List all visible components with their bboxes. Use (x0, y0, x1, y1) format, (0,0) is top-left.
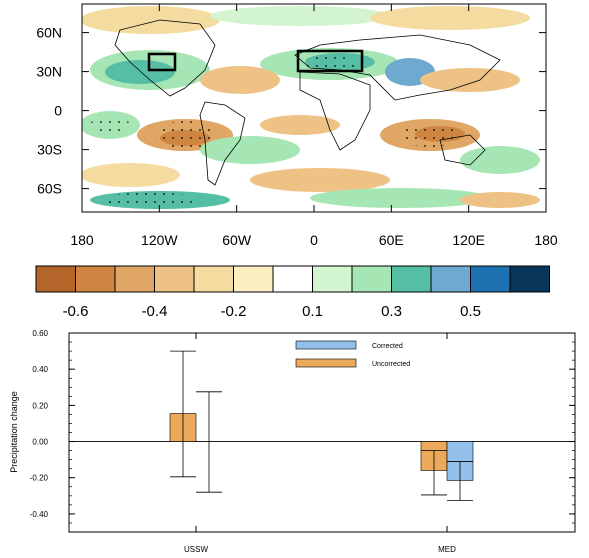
legend-swatch-uncorrected (295, 358, 357, 368)
colorbar-swatch (75, 265, 116, 293)
colorbar-swatch (114, 265, 155, 293)
legend-swatch-corrected (295, 340, 357, 350)
lon-tick-label: 180 (534, 232, 558, 248)
colorbar-swatch (193, 265, 234, 293)
colorbar-swatch (430, 265, 471, 293)
colorbar-swatch (272, 265, 313, 293)
lon-tick-label: 60E (379, 232, 404, 248)
med-region-box (296, 49, 364, 73)
y-tick-label: 0.00 (32, 438, 48, 447)
colorbar-swatch (391, 265, 432, 293)
lon-tick-label: 60W (222, 232, 252, 248)
colorbar-label: 0.5 (460, 303, 481, 320)
lat-tick-label: 60S (37, 181, 62, 197)
y-tick-label: 0.60 (32, 329, 48, 338)
lat-tick-label: 0 (54, 103, 62, 119)
y-tick-label: 0.20 (32, 401, 48, 410)
bar-chart: Precipitation change 0.60 0.40 0.20 0.00 -0.… (9, 329, 576, 554)
y-tick-label: -0.20 (30, 474, 49, 483)
map-field (82, 4, 546, 212)
legend-label-uncorrected: Uncorrected (372, 361, 410, 368)
x-category-label: MED (438, 545, 456, 554)
colorbar: -0.6 -0.4 -0.2 0.1 0.3 0.5 (35, 265, 550, 320)
y-tick-label: -0.40 (30, 510, 49, 519)
colorbar-swatch (233, 265, 274, 293)
colorbar-swatch (351, 265, 392, 293)
lon-tick-label: 120W (141, 232, 178, 248)
colorbar-label: -0.6 (63, 303, 89, 320)
x-category-label: USSW (184, 545, 208, 554)
legend-label-corrected: Corrected (372, 343, 403, 350)
y-tick-label: 0.40 (32, 365, 48, 374)
ussw-region-box (147, 52, 177, 72)
lon-tick-label: 120E (452, 232, 485, 248)
colorbar-swatch (509, 265, 550, 293)
y-axis-label: Precipitation change (9, 391, 19, 473)
colorbar-label: -0.2 (221, 303, 247, 320)
colorbar-swatch (470, 265, 511, 293)
colorbar-swatch (35, 265, 76, 293)
lat-tick-label: 60N (36, 25, 62, 41)
colorbar-swatch (312, 265, 353, 293)
lon-tick-label: 0 (310, 232, 318, 248)
colorbar-label: 0.3 (381, 303, 402, 320)
colorbar-label: -0.4 (142, 303, 168, 320)
precipitation-map: 60N 30N 0 30S 60S 180 120W 60W 0 60E 120E 180 (36, 3, 558, 248)
lon-tick-label: 180 (70, 232, 94, 248)
lat-tick-label: 30N (36, 64, 62, 80)
colorbar-swatch (154, 265, 195, 293)
lat-tick-label: 30S (37, 142, 62, 158)
colorbar-label: 0.1 (302, 303, 323, 320)
